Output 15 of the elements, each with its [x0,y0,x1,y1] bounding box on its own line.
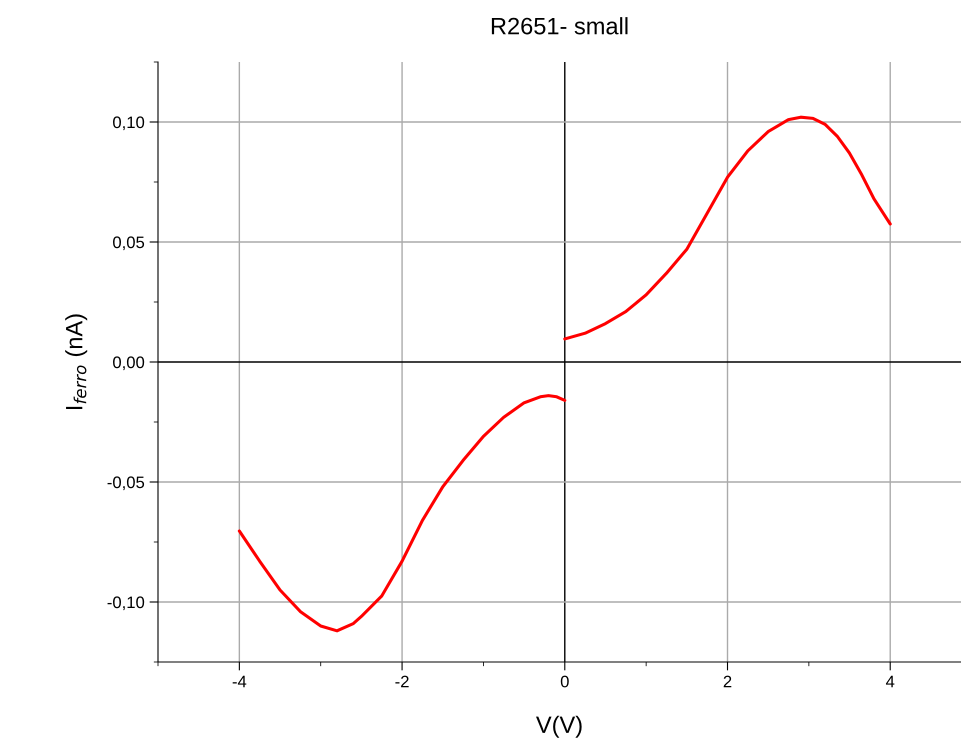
y-tick-label: 0,00 [113,356,144,370]
y-axis-title: I$_{ferro}$ (nA) [65,314,88,410]
x-axis-title: V(V) [536,716,582,738]
y-tick-label: -0,10 [108,596,144,610]
chart-title: R2651- small [492,17,628,34]
x-tick-label: 2 [724,676,732,688]
x-tick-label: 0 [560,676,569,688]
y-tick-label: 0,05 [113,236,144,250]
x-tick-label: -4 [232,676,246,688]
x-tick-label: 4 [886,676,894,688]
y-tick-label: 0,10 [113,116,144,130]
y-tick-label: -0,05 [108,476,144,490]
line-series [563,116,892,340]
x-tick-label: -2 [395,676,409,688]
line-series [238,394,566,632]
